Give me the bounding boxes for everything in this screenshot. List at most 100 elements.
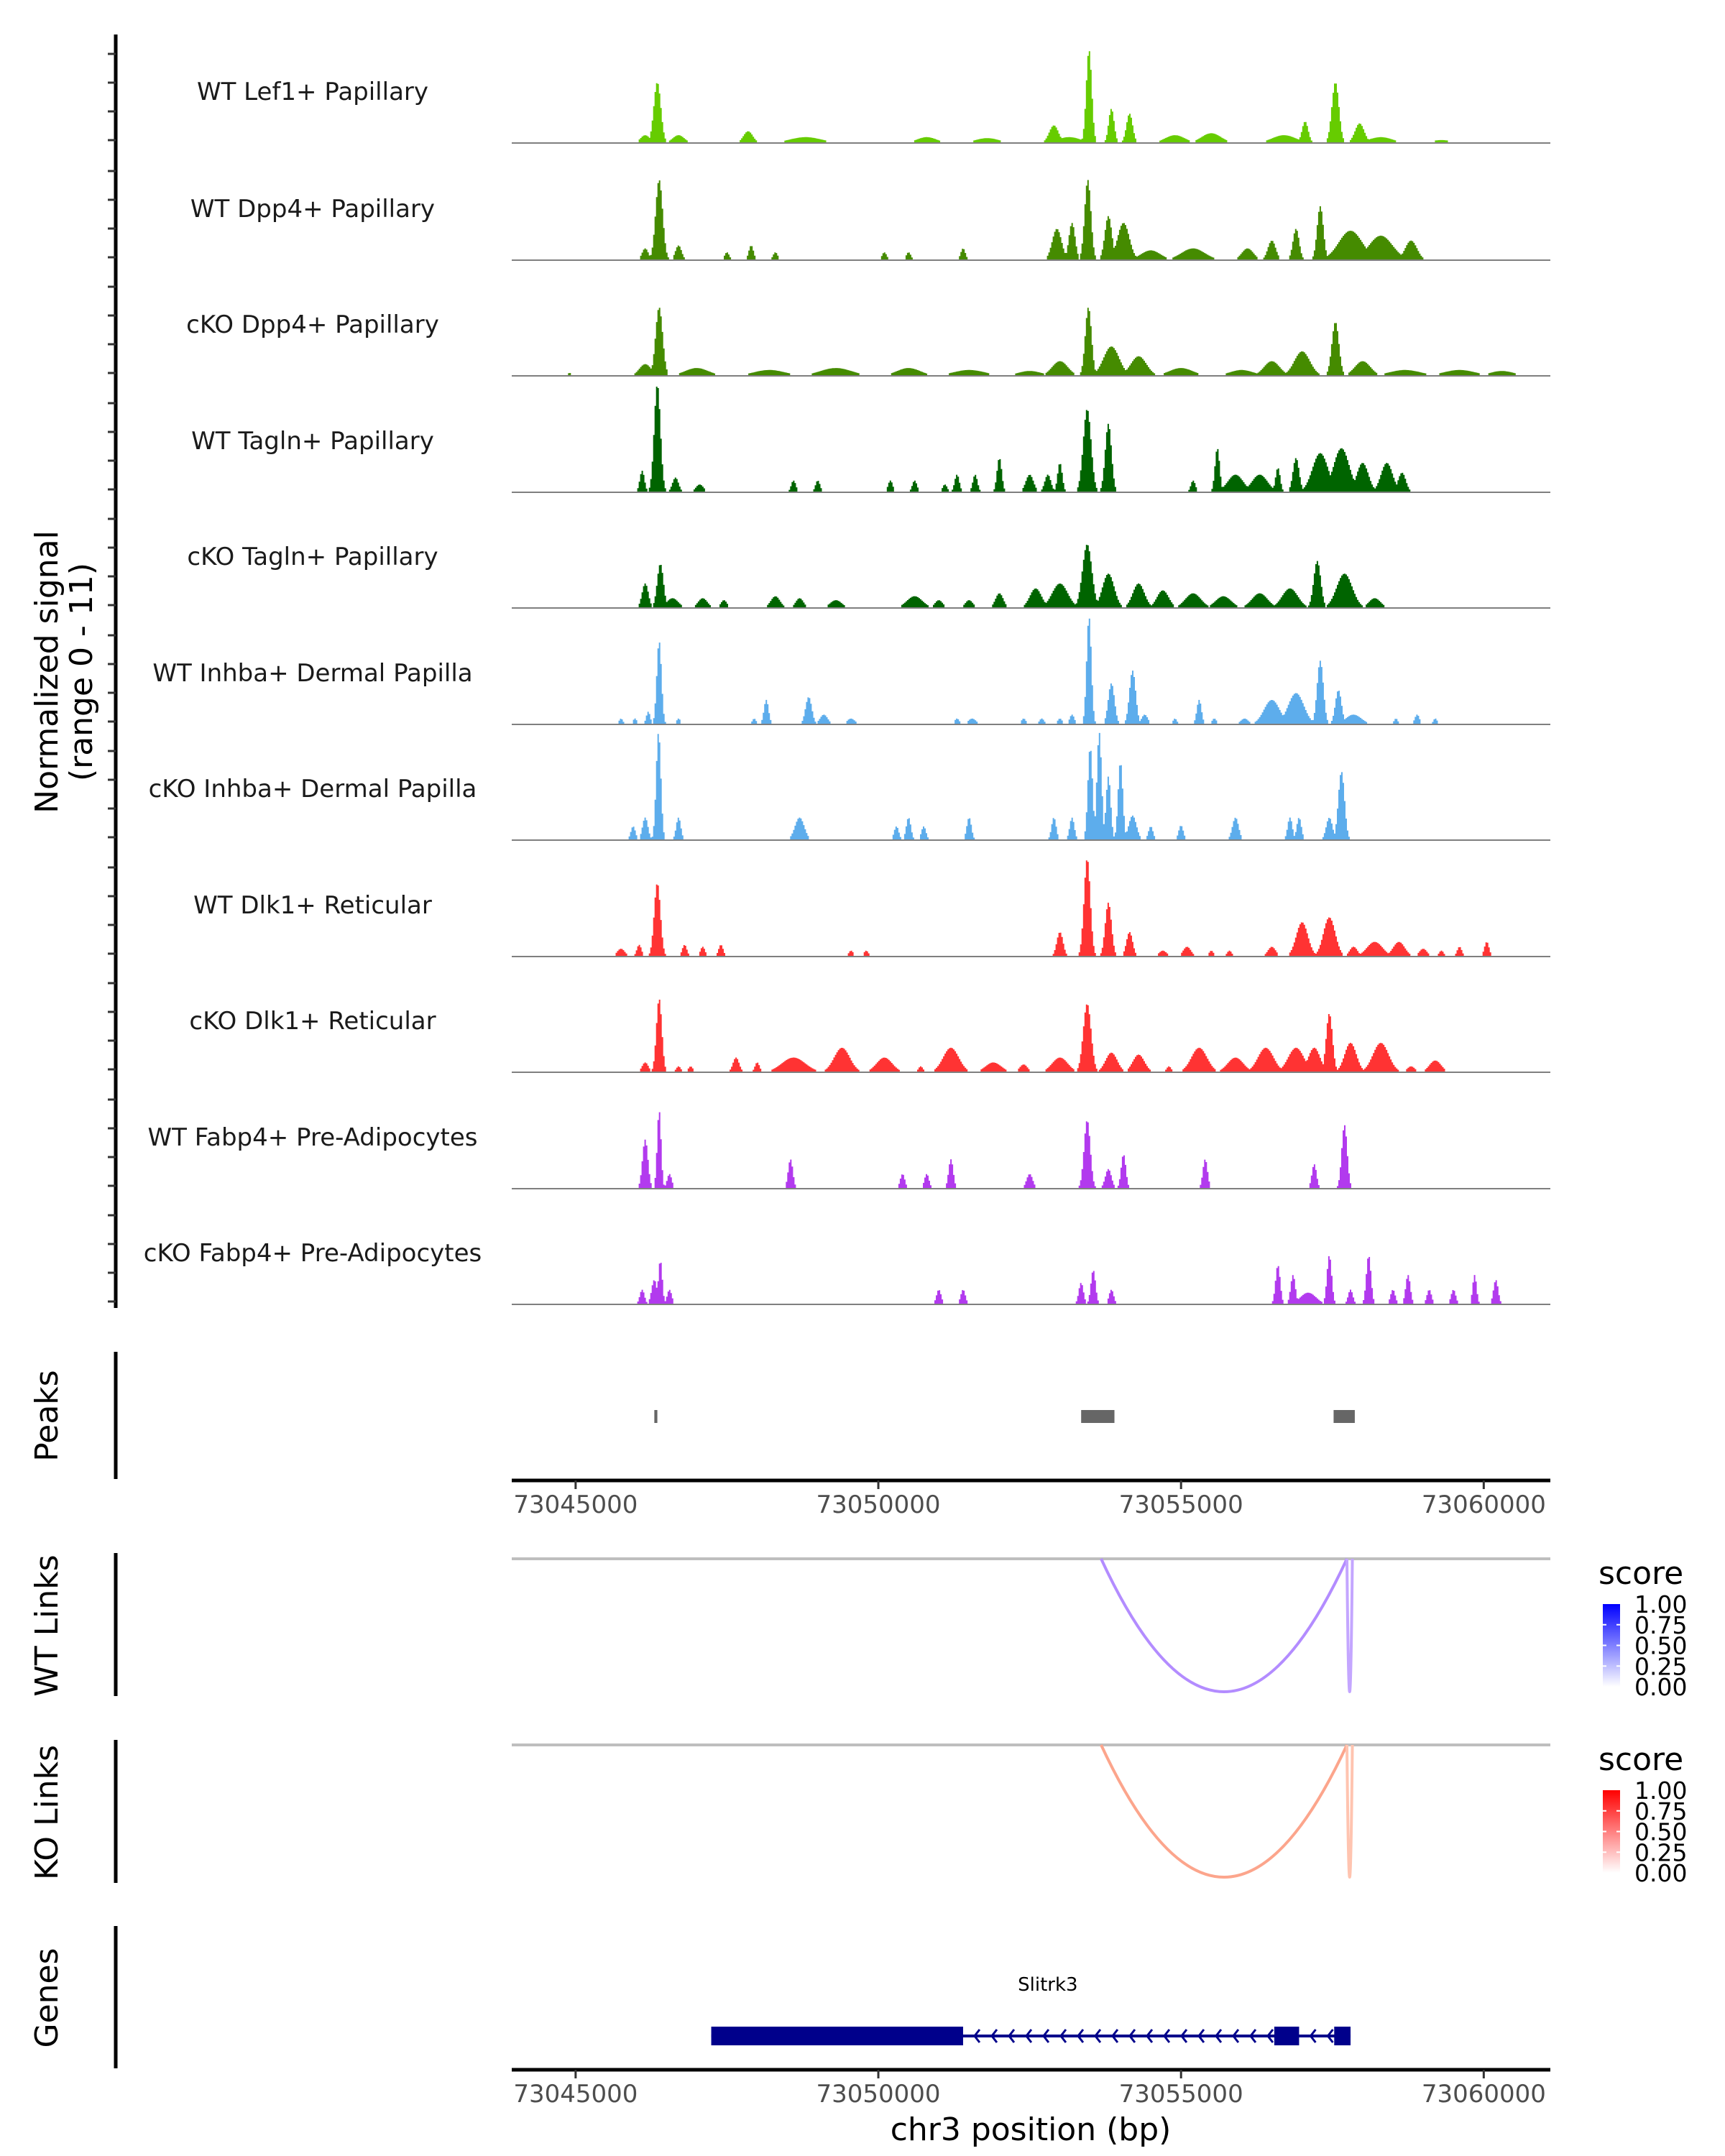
legend-tick-label: 0.75 <box>1634 1611 1687 1639</box>
link-arc <box>1100 1744 1348 1879</box>
ko-score-legend: score 1.000.750.500.250.00 <box>1598 1741 1687 1887</box>
gene-name-label: Slitrk3 <box>1018 1974 1077 1996</box>
strand-arrow-icon <box>1094 2029 1102 2043</box>
gene-models: Slitrk3 <box>711 1974 1351 2045</box>
coverage-y-axis: Normalized signal (range 0 - 11) <box>29 34 118 1308</box>
genes-label: Genes <box>29 1948 65 2047</box>
coverage-area <box>512 1000 1550 1072</box>
strand-arrow-icon <box>1309 2029 1317 2043</box>
strand-arrow-icon <box>1232 2029 1240 2043</box>
track-label: WT Dlk1+ Reticular <box>193 891 432 920</box>
x-tick-label: 73045000 <box>513 1491 638 1519</box>
legend-tick-label: 0.00 <box>1634 1859 1687 1887</box>
peak-region <box>654 1410 658 1423</box>
coverage-track: cKO Fabp4+ Pre-Adipocytes <box>144 1239 1550 1305</box>
x-tick-label: 73055000 <box>1119 2080 1243 2109</box>
x-tick-label: 73060000 <box>1422 2080 1546 2109</box>
track-label: cKO Dlk1+ Reticular <box>189 1007 436 1036</box>
legend-tick-label: 0.50 <box>1634 1818 1687 1846</box>
track-label: cKO Inhba+ Dermal Papilla <box>149 775 477 803</box>
strand-arrow-icon <box>1128 2029 1136 2043</box>
peak-regions <box>654 1410 1355 1423</box>
legend-tick-label: 0.50 <box>1634 1632 1687 1660</box>
track-label: WT Lef1+ Papillary <box>197 78 428 106</box>
peaks-label: Peaks <box>29 1370 65 1461</box>
track-label: WT Dpp4+ Papillary <box>190 195 435 224</box>
wt-score-legend: score 1.000.750.500.250.00 <box>1598 1555 1687 1701</box>
genes-panel: Genes Slitrk3 <box>29 1926 1351 2068</box>
coverage-area <box>512 1112 1550 1189</box>
coverage-track: WT Lef1+ Papillary <box>197 51 1550 144</box>
peak-region <box>1081 1410 1115 1423</box>
strand-arrow-icon <box>1326 2029 1334 2043</box>
coverage-area <box>512 732 1550 840</box>
wt-legend-ticks: 1.000.750.500.250.00 <box>1603 1590 1687 1701</box>
gene-model: Slitrk3 <box>711 1974 1351 2045</box>
wt-legend-title: score <box>1598 1555 1683 1592</box>
strand-arrow-icon <box>1249 2029 1257 2043</box>
track-label: WT Tagln+ Papillary <box>191 427 434 456</box>
coverage-area <box>512 308 1550 376</box>
wt-links-label: WT Links <box>29 1554 65 1696</box>
strand-arrow-icon <box>1266 2029 1274 2043</box>
coverage-track: WT Dpp4+ Papillary <box>190 180 1550 261</box>
legend-tick-label: 1.00 <box>1634 1777 1687 1805</box>
peaks-panel: Peaks <box>29 1352 1355 1479</box>
x-axis-top: 73045000 73050000 73055000 73060000 <box>512 1478 1550 1519</box>
coverage-track: WT Inhba+ Dermal Papilla <box>152 618 1550 725</box>
ko-legend-ticks: 1.000.750.500.250.00 <box>1603 1777 1687 1887</box>
x-tick-label: 73045000 <box>513 2080 638 2109</box>
ko-links-label: KO Links <box>29 1745 65 1880</box>
strand-arrow-icon <box>1163 2029 1171 2043</box>
gene-exon <box>1274 2027 1300 2045</box>
strand-arrow-icon <box>1025 2029 1033 2043</box>
x-axis-bottom: 73045000 73050000 73055000 73060000 <box>512 2068 1550 2109</box>
legend-tick-label: 0.75 <box>1634 1797 1687 1825</box>
coverage-track: WT Fabp4+ Pre-Adipocytes <box>148 1112 1550 1189</box>
coverage-track: cKO Dlk1+ Reticular <box>189 1000 1550 1073</box>
coverage-area <box>512 51 1550 143</box>
strand-arrow-icon <box>1059 2029 1067 2043</box>
wt-links-panel: WT Links <box>29 1553 1550 1697</box>
track-label: cKO Dpp4+ Papillary <box>186 310 439 339</box>
gene-exon <box>1334 2027 1351 2045</box>
coverage-y-label-line1: Normalized signal <box>29 530 65 814</box>
ko-link-arcs <box>512 1743 1550 1879</box>
coverage-track: cKO Dpp4+ Papillary <box>186 308 1550 377</box>
track-label: cKO Tagln+ Papillary <box>187 543 438 571</box>
strand-arrow-icon <box>1008 2029 1016 2043</box>
link-arc <box>1345 1744 1354 1879</box>
x-tick-label: 73055000 <box>1119 1491 1243 1519</box>
legend-tick-label: 0.25 <box>1634 1838 1687 1866</box>
link-arc <box>1100 1558 1348 1693</box>
x-tick-label: 73050000 <box>816 2080 940 2109</box>
strand-arrow-icon <box>1197 2029 1205 2043</box>
strand-arrow-icon <box>990 2029 998 2043</box>
wt-link-arcs <box>512 1557 1550 1693</box>
strand-arrow-icon <box>1215 2029 1223 2043</box>
coverage-y-ticks <box>108 52 116 1303</box>
track-label: cKO Fabp4+ Pre-Adipocytes <box>144 1239 482 1268</box>
legend-tick-label: 1.00 <box>1634 1590 1687 1618</box>
coverage-track: WT Tagln+ Papillary <box>191 387 1550 493</box>
strand-arrow-icon <box>973 2029 981 2043</box>
coverage-y-label-line2: (range 0 - 11) <box>63 563 100 781</box>
link-arc <box>1345 1558 1354 1693</box>
coverage-area <box>512 545 1550 608</box>
legend-tick-label: 0.00 <box>1634 1673 1687 1701</box>
coverage-area <box>512 387 1550 492</box>
peak-region <box>1333 1410 1355 1423</box>
coverage-area <box>512 1256 1550 1304</box>
coverage-area <box>512 180 1550 260</box>
strand-arrow-icon <box>1077 2029 1085 2043</box>
strand-arrow-icon <box>1042 2029 1050 2043</box>
x-axis-title: chr3 position (bp) <box>891 2111 1172 2148</box>
x-tick-label: 73060000 <box>1422 1491 1546 1519</box>
ko-legend-title: score <box>1598 1741 1683 1778</box>
track-label: WT Fabp4+ Pre-Adipocytes <box>148 1123 478 1152</box>
coverage-area <box>512 618 1550 724</box>
coverage-track: cKO Inhba+ Dermal Papilla <box>149 732 1550 841</box>
x-tick-label: 73050000 <box>816 1491 940 1519</box>
legend-tick-label: 0.25 <box>1634 1652 1687 1680</box>
